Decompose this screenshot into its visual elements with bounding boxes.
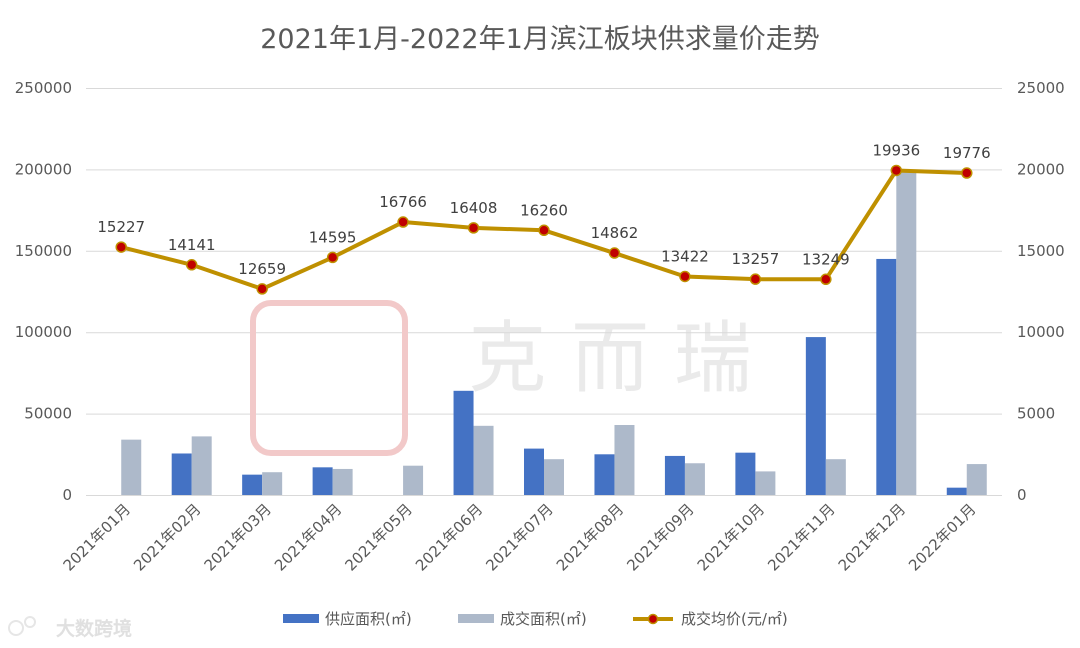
legend-label-supply: 供应面积(㎡) xyxy=(325,610,412,628)
watermark-text: 克 而 瑞 xyxy=(468,314,752,404)
watermark-seal-icon xyxy=(250,300,408,456)
bar-supply-area xyxy=(946,487,967,495)
left-tick-label: 150000 xyxy=(15,242,72,260)
price-line: 15227 14141 12659 14595 16766 16408 16260 14862… xyxy=(97,141,991,295)
x-tick-label: 2021年02月 xyxy=(130,500,204,574)
bar-deal-area xyxy=(332,468,353,495)
legend-swatch-supply xyxy=(283,614,319,623)
bar-deal-area xyxy=(544,459,564,495)
x-tick-label: 2021年01月 xyxy=(60,500,134,574)
right-tick-label: 20000 xyxy=(1017,160,1065,178)
price-point xyxy=(115,241,127,253)
price-point xyxy=(749,273,762,285)
x-tick-label: 2022年01月 xyxy=(905,500,979,574)
bar-supply-area xyxy=(594,454,615,495)
right-tick-label: 25000 xyxy=(1017,79,1065,97)
bar-deal-area xyxy=(825,459,846,495)
bar-deal-area xyxy=(191,436,212,495)
x-axis-ticks: 2021年01月2021年02月2021年03月2021年04月2021年05月… xyxy=(60,500,980,574)
price-data-label: 14862 xyxy=(591,224,639,242)
price-data-label: 16766 xyxy=(379,193,427,211)
left-axis-ticks: 0 50000 100000 150000 200000 250000 xyxy=(15,79,72,504)
brand-mark: 大数跨境 xyxy=(8,616,132,640)
bar-supply-area xyxy=(664,455,685,495)
brand-logo-icon xyxy=(8,620,24,636)
left-tick-label: 250000 xyxy=(15,79,72,97)
brand-logo-icon-dot xyxy=(24,616,36,628)
x-tick-label: 2021年06月 xyxy=(412,500,486,574)
bar-deal-area xyxy=(121,439,142,495)
bar-supply-area xyxy=(312,467,333,495)
bar-supply-area xyxy=(453,390,474,495)
legend: 供应面积(㎡) 成交面积(㎡) 成交均价(元/㎡) xyxy=(283,610,788,628)
price-data-label: 14595 xyxy=(309,228,357,246)
price-data-label: 19936 xyxy=(872,141,920,159)
x-tick-label: 2021年10月 xyxy=(694,500,768,574)
price-point xyxy=(538,224,550,237)
price-point xyxy=(890,164,903,177)
price-point xyxy=(397,216,409,228)
bar-supply-area xyxy=(876,258,897,495)
right-tick-label: 10000 xyxy=(1017,323,1065,341)
bar-supply-area xyxy=(805,337,826,495)
bar-deal-area xyxy=(896,171,917,495)
price-data-label: 14141 xyxy=(168,236,216,254)
legend-label-deal-area: 成交面积(㎡) xyxy=(500,610,587,628)
brand-text: 大数跨境 xyxy=(56,617,132,640)
left-tick-label: 100000 xyxy=(15,323,72,341)
right-tick-label: 5000 xyxy=(1017,405,1055,423)
x-tick-label: 2021年08月 xyxy=(553,500,627,574)
x-tick-label: 2021年07月 xyxy=(482,500,556,574)
bar-supply-area xyxy=(524,448,544,495)
right-axis-ticks: 0 5000 10000 15000 20000 25000 xyxy=(1017,79,1065,504)
price-point xyxy=(961,167,973,179)
bar-deal-area xyxy=(262,472,283,495)
x-tick-label: 2021年03月 xyxy=(201,500,275,574)
legend-swatch-price-marker xyxy=(647,613,659,625)
bar-deal-area xyxy=(966,464,987,495)
price-data-label: 13257 xyxy=(732,250,780,268)
price-point xyxy=(820,273,832,286)
bars xyxy=(121,171,987,495)
bar-deal-area xyxy=(684,463,705,495)
legend-swatch-deal-area xyxy=(458,614,494,623)
x-tick-label: 2021年12月 xyxy=(835,500,909,574)
gridlines xyxy=(86,88,1002,415)
x-tick-label: 2021年09月 xyxy=(623,500,697,574)
price-point xyxy=(679,270,691,283)
price-data-label: 16408 xyxy=(450,199,498,217)
price-data-label: 12659 xyxy=(238,260,286,278)
bar-deal-area xyxy=(473,425,494,495)
x-tick-label: 2021年11月 xyxy=(764,500,838,574)
left-tick-label: 200000 xyxy=(15,160,72,178)
price-point xyxy=(467,222,480,234)
price-data-label: 15227 xyxy=(97,218,145,236)
x-tick-label: 2021年04月 xyxy=(271,500,345,574)
price-point xyxy=(185,259,198,271)
bar-deal-area xyxy=(403,465,424,495)
price-data-label: 13249 xyxy=(802,250,850,268)
bar-supply-area xyxy=(735,452,756,495)
price-point xyxy=(326,251,339,264)
x-tick-label: 2021年05月 xyxy=(341,500,415,574)
chart-title: 2021年1月-2022年1月滨江板块供求量价走势 xyxy=(260,24,820,55)
price-data-label: 13422 xyxy=(661,247,709,265)
price-point xyxy=(608,247,621,259)
left-tick-label: 0 xyxy=(62,486,72,504)
bar-deal-area xyxy=(755,471,776,495)
right-tick-label: 15000 xyxy=(1017,242,1065,260)
right-tick-label: 0 xyxy=(1017,486,1027,504)
price-data-label: 19776 xyxy=(943,144,991,162)
watermark: 克 而 瑞 xyxy=(250,300,752,456)
price-point xyxy=(256,283,268,295)
left-tick-label: 50000 xyxy=(24,405,72,423)
bar-supply-area xyxy=(242,474,263,495)
price-data-label: 16260 xyxy=(520,201,568,219)
bar-supply-area xyxy=(171,453,192,495)
legend-label-price: 成交均价(元/㎡) xyxy=(681,610,788,628)
bar-deal-area xyxy=(614,424,635,495)
